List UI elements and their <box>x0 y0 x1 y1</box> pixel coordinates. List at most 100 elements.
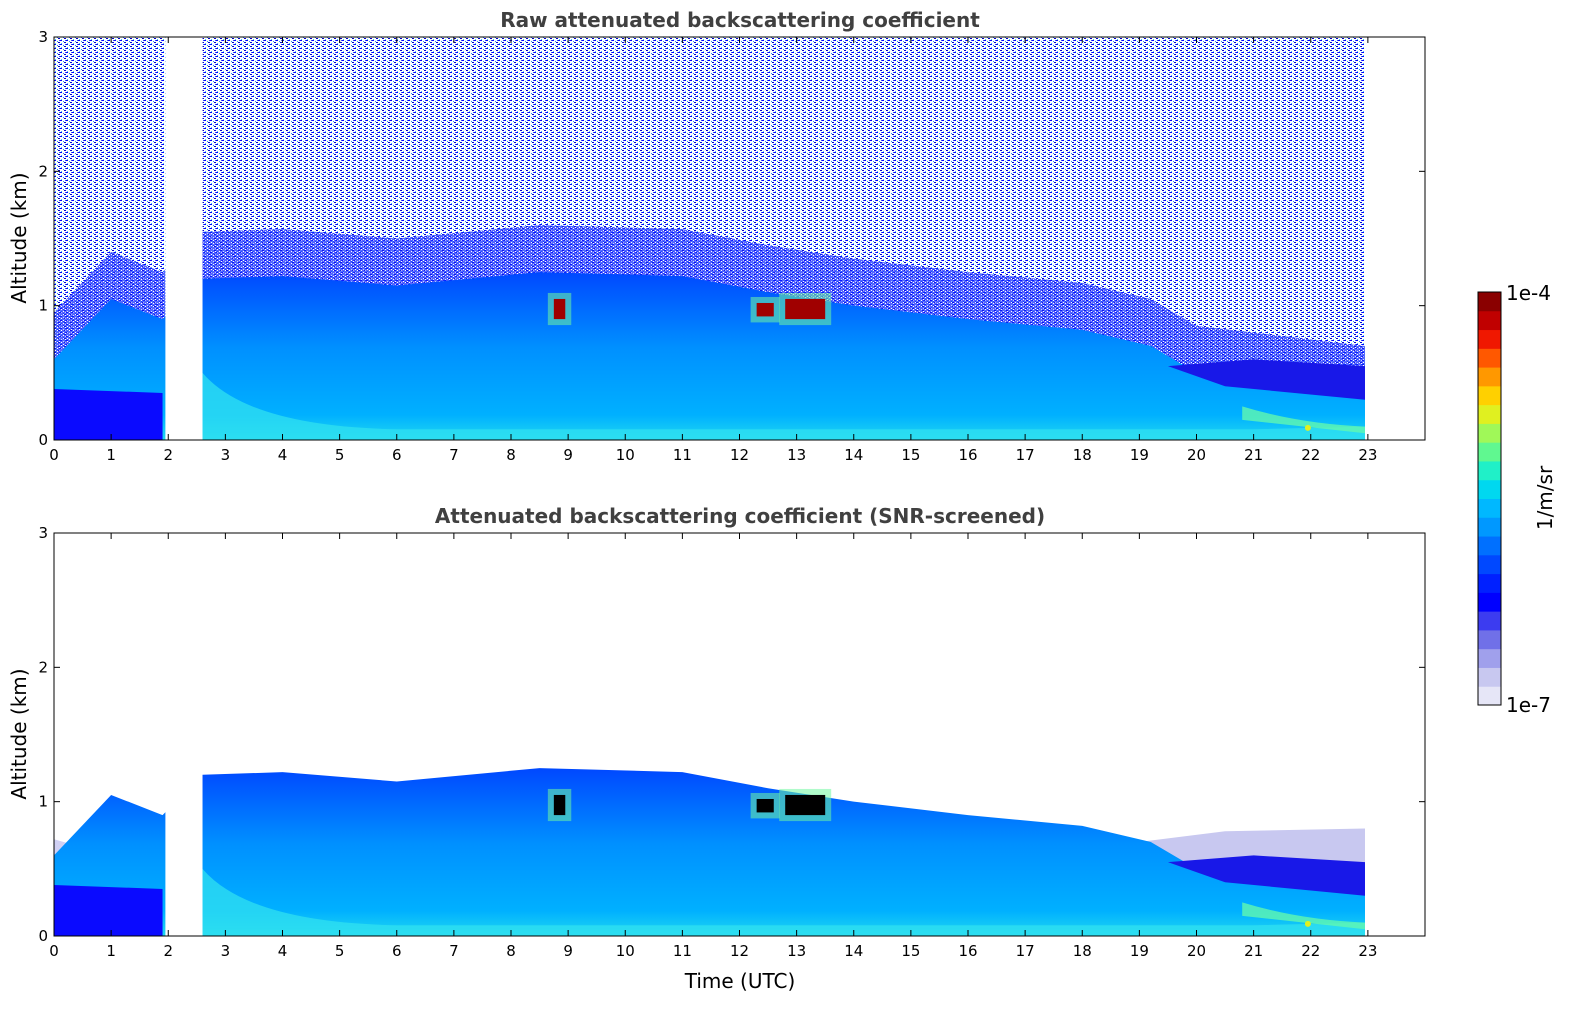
x-tick-label: 20 <box>1187 942 1206 960</box>
nocturnal-layer-right <box>1167 855 1366 896</box>
surface-hotspot <box>1304 424 1311 431</box>
no-data-region <box>1365 533 1425 936</box>
y-tick-label: 3 <box>38 524 48 542</box>
raw-backscatter-panel: Raw attenuated backscattering coefficien… <box>7 8 1426 464</box>
y-tick-label: 2 <box>38 162 48 180</box>
x-tick-label: 3 <box>221 942 231 960</box>
x-tick-label: 7 <box>449 942 459 960</box>
colorbar-swatch <box>1478 592 1501 612</box>
x-tick-label: 5 <box>335 942 345 960</box>
x-tick-label: 1 <box>106 942 116 960</box>
x-tick-label: 14 <box>844 942 863 960</box>
surface-layer <box>202 372 1366 440</box>
screened-y-axis-label: Altitude (km) <box>7 668 31 799</box>
nocturnal-layer-right <box>1167 359 1366 400</box>
y-tick-label: 1 <box>38 793 48 811</box>
colorbar-swatch <box>1478 554 1501 575</box>
colorbar-max-label: 1e-4 <box>1506 281 1551 305</box>
raw-heatmap <box>54 37 1425 440</box>
x-tick-label: 8 <box>506 942 516 960</box>
x-tick-label: 22 <box>1301 942 1320 960</box>
y-tick-label: 2 <box>38 658 48 676</box>
colorbar-swatch <box>1478 329 1501 349</box>
colorbar-min-label: 1e-7 <box>1506 693 1551 717</box>
y-tick-label: 1 <box>38 297 48 315</box>
x-tick-label: 19 <box>1130 942 1149 960</box>
surface-hotspot <box>1304 920 1311 927</box>
colorbar-swatches <box>1478 292 1501 706</box>
x-tick-label: 1 <box>106 446 116 464</box>
colorbar-swatch <box>1478 404 1501 424</box>
x-axis-label: Time (UTC) <box>684 969 796 993</box>
colorbar-swatch <box>1478 442 1501 462</box>
colorbar-swatch <box>1478 667 1501 687</box>
x-tick-label: 6 <box>392 942 402 960</box>
raw-axes: 0 1 2 3 4 5 6 7 8 9 10 11 12 13 14 15 16 17 18 19 20 21 22 2301… <box>38 28 1426 464</box>
colorbar-swatch <box>1478 498 1501 518</box>
x-tick-label: 13 <box>787 942 806 960</box>
x-tick-label: 6 <box>392 446 402 464</box>
x-tick-label: 23 <box>1358 446 1377 464</box>
screened-panel-title: Attenuated backscattering coefficient (S… <box>435 504 1045 528</box>
x-tick-label: 17 <box>1016 446 1035 464</box>
heatmap-layer <box>54 533 1425 936</box>
evening-surface-feature <box>1242 406 1366 434</box>
x-tick-label: 9 <box>563 942 573 960</box>
cloud-core <box>785 298 826 320</box>
x-tick-label: 4 <box>278 942 288 960</box>
y-tick-label: 0 <box>38 431 48 449</box>
colorbar-swatch <box>1478 648 1501 668</box>
cloud-core <box>553 794 566 816</box>
nocturnal-layer-left <box>54 884 163 936</box>
colorbar-swatch <box>1478 686 1501 706</box>
colorbar-swatch <box>1478 292 1501 312</box>
x-tick-label: 19 <box>1130 446 1149 464</box>
screened-backscatter-panel: Attenuated backscattering coefficient (S… <box>7 504 1426 993</box>
x-tick-label: 10 <box>616 446 635 464</box>
x-tick-label: 15 <box>901 446 920 464</box>
colorbar-swatch <box>1478 517 1501 537</box>
x-tick-label: 20 <box>1187 446 1206 464</box>
x-tick-label: 9 <box>563 446 573 464</box>
colorbar-swatch <box>1478 385 1501 406</box>
no-data-region <box>1365 37 1425 440</box>
x-tick-label: 3 <box>221 446 231 464</box>
y-tick-label: 0 <box>38 927 48 945</box>
x-tick-label: 4 <box>278 446 288 464</box>
x-tick-label: 23 <box>1358 942 1377 960</box>
x-tick-label: 7 <box>449 446 459 464</box>
colorbar-swatch <box>1478 573 1501 593</box>
x-tick-label: 21 <box>1244 942 1263 960</box>
x-tick-label: 5 <box>335 446 345 464</box>
x-tick-label: 0 <box>49 942 59 960</box>
x-tick-label: 16 <box>958 446 977 464</box>
x-tick-label: 21 <box>1244 446 1263 464</box>
x-tick-label: 18 <box>1073 446 1092 464</box>
evening-surface-feature <box>1242 902 1366 930</box>
x-tick-label: 2 <box>163 942 173 960</box>
x-tick-label: 10 <box>616 942 635 960</box>
x-tick-label: 13 <box>787 446 806 464</box>
x-tick-label: 18 <box>1073 942 1092 960</box>
colorbar-frame <box>1477 291 1502 706</box>
screened-axes: 0 1 2 3 4 5 6 7 8 9 10 11 12 13 14 15 16 17 18 19 20 21 22 2301… <box>38 524 1426 960</box>
screened-heatmap <box>54 533 1425 936</box>
x-tick-label: 11 <box>673 446 692 464</box>
heatmap-layer <box>54 37 1425 440</box>
colorbar-swatch <box>1478 629 1501 650</box>
colorbar-swatch <box>1478 460 1501 481</box>
cloud-core <box>785 794 826 816</box>
x-tick-label: 8 <box>506 446 516 464</box>
x-tick-label: 22 <box>1301 446 1320 464</box>
colorbar: 1e-4 1e-7 1/m/sr <box>1477 281 1557 717</box>
surface-layer <box>202 868 1366 936</box>
colorbar-swatch <box>1478 310 1501 331</box>
cloud-core <box>756 798 774 813</box>
nocturnal-layer-left <box>54 388 163 440</box>
colorbar-swatch <box>1478 423 1501 443</box>
cloud-core <box>553 298 566 320</box>
x-tick-label: 17 <box>1016 942 1035 960</box>
data-gap <box>165 533 203 936</box>
